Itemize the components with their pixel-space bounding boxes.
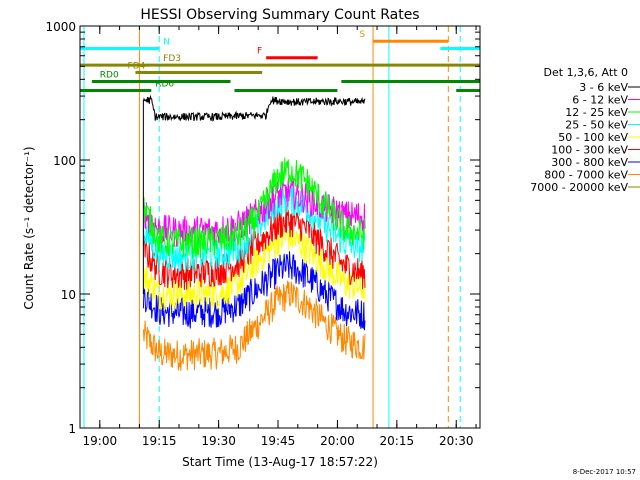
x-tick-label: 19:45 [261,434,296,448]
flag-label-fd4: FD4 [128,61,146,71]
legend-label: 3 - 6 keV [579,81,628,94]
series-line-6 [142,251,366,331]
legend-label: 50 - 100 keV [558,131,628,144]
legend-title: Det 1,3,6, Att 0 [544,66,628,79]
legend-label: 800 - 7000 keV [544,169,628,182]
plot-area: N S F FD3 FD4 RD0 RD6 [80,26,480,428]
y-axis-label: Count Rate (s⁻¹ detector⁻¹) [22,146,36,309]
y-tick-label: 10 [61,288,76,302]
axes: 19:00 19:15 19:30 19:45 20:00 20:15 20:30 1 10 10… [45,20,480,448]
plot-frame [79,25,481,429]
y-tick-label: 1 [68,422,76,436]
y-tick-label: 1000 [45,20,76,34]
legend-label: 6 - 12 keV [572,94,628,107]
x-tick-label: 19:30 [201,434,236,448]
x-tick-label: 20:00 [320,434,355,448]
flag-label-rd6: RD6 [155,80,174,90]
x-tick-label: 19:00 [83,434,118,448]
flag-label-f: F [257,47,262,57]
legend-label: 7000 - 20000 keV [530,181,628,194]
series-line-4 [142,222,366,312]
x-tick-label: 19:15 [142,434,177,448]
series-line-0 [142,94,366,123]
flag-label-s: S [359,30,365,40]
x-tick-label: 20:30 [439,434,474,448]
flag-label-fd3: FD3 [163,54,181,64]
flag-label-rd0: RD0 [100,71,119,81]
date-stamp: 8-Dec-2017 10:57 [573,468,636,476]
legend-label: 12 - 25 keV [565,106,628,119]
flag-label-n: N [163,37,170,47]
legend-label: 300 - 800 keV [551,156,628,169]
x-axis-label: Start Time (13-Aug-17 18:57:22) [182,455,378,469]
legend-label: 100 - 300 keV [551,144,628,157]
x-tick-label: 20:15 [380,434,415,448]
legend-label: 25 - 50 keV [565,119,628,132]
y-tick-label: 100 [53,154,76,168]
chart-title: HESSI Observing Summary Count Rates [140,7,419,23]
series-line-2 [142,157,366,259]
series-line-7 [142,280,366,371]
